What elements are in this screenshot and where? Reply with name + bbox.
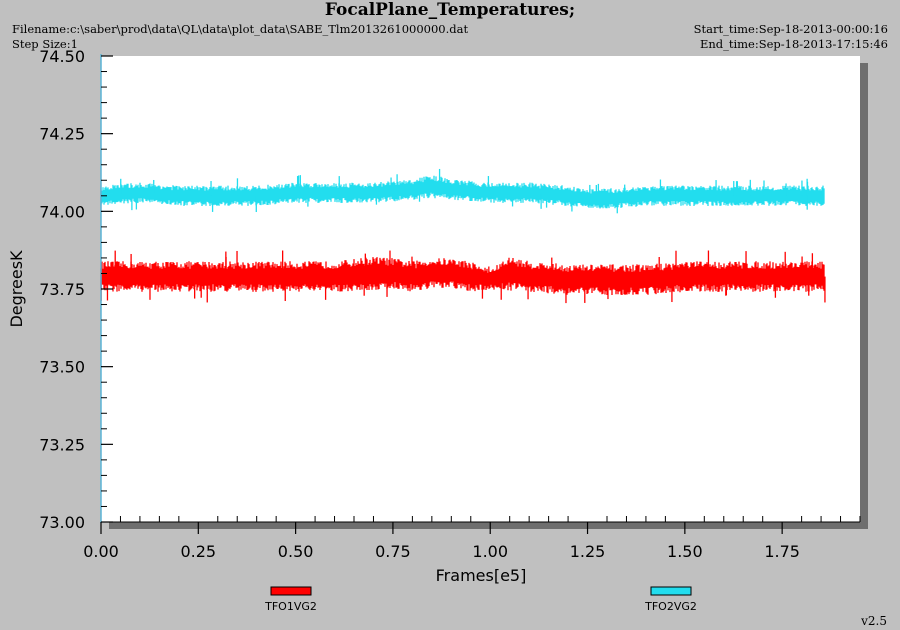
x-tick-label: 0.50 xyxy=(278,542,314,561)
x-tick-label: 0.00 xyxy=(83,542,119,561)
y-tick-label: 73.75 xyxy=(39,280,85,299)
x-tick-label: 1.50 xyxy=(667,542,703,561)
y-tick-label: 74.25 xyxy=(39,125,85,144)
x-tick-label: 1.00 xyxy=(472,542,508,561)
start-time-label: Start_time:Sep-18-2013-00:00:16 xyxy=(693,22,888,36)
y-tick-label: 73.25 xyxy=(39,435,85,454)
y-tick-label: 74.50 xyxy=(39,47,85,66)
x-axis-label: Frames[e5] xyxy=(436,566,527,585)
y-tick-label: 73.50 xyxy=(39,358,85,377)
y-tick-label: 73.00 xyxy=(39,513,85,532)
version-label: v2.5 xyxy=(861,614,887,628)
axis-layer: 73.00 73.25 73.50 73.75 74.00 74.25 74.50 0.00 0… xyxy=(39,47,861,561)
legend-label-tfo1vg2: TFO1VG2 xyxy=(264,600,317,613)
x-tick-label: 1.25 xyxy=(570,542,606,561)
legend-swatch-tfo2vg2 xyxy=(650,586,692,596)
end-time-label: End_time:Sep-18-2013-17:15:46 xyxy=(699,37,888,51)
series-layer xyxy=(100,168,826,304)
x-tick-label: 1.75 xyxy=(764,542,800,561)
step-size-label: Step Size:1 xyxy=(12,37,78,51)
filename-label: Filename:c:\saber\prod\data\QL\data\plot… xyxy=(12,22,469,36)
x-tick-label: 0.75 xyxy=(375,542,411,561)
legend-label-tfo2vg2: TFO2VG2 xyxy=(644,600,697,613)
y-tick-label: 74.00 xyxy=(39,202,85,221)
chart-title: FocalPlane_Temperatures; xyxy=(324,0,576,20)
y-axis-label: DegreesK xyxy=(7,250,26,328)
legend-swatch-tfo1vg2 xyxy=(270,586,312,596)
legend: TFO1VG2 TFO2VG2 xyxy=(264,586,697,613)
x-tick-label: 0.25 xyxy=(180,542,216,561)
